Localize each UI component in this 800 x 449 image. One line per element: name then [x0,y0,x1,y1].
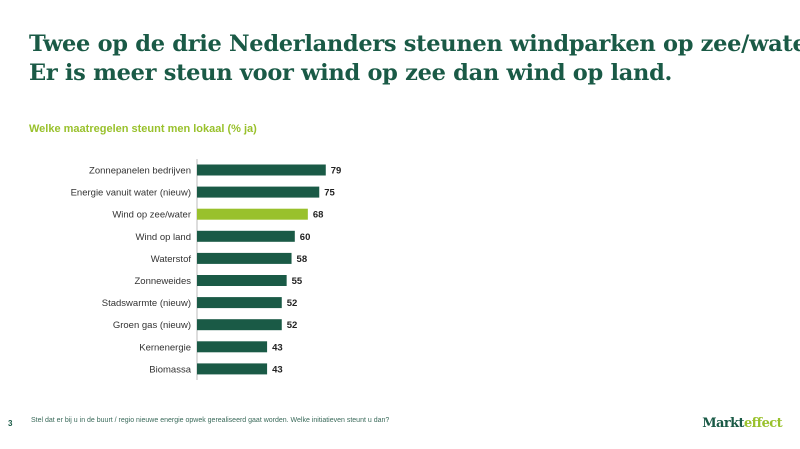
category-label: Wind op land [136,232,191,243]
bar [197,275,287,286]
category-label: Groen gas (nieuw) [113,320,191,331]
bar [197,319,282,331]
title-line-1: Twee op de drie Nederlanders steunen win… [29,31,800,57]
chart-subtitle: Welke maatregelen steunt men lokaal (% j… [29,123,257,135]
category-label: Energie vanuit water (nieuw) [71,188,191,199]
bar [197,208,308,220]
page-number: 3 [8,419,13,428]
bar [197,230,295,242]
logo-part-effect: effect [743,416,783,431]
markteffect-logo: Markteffect [702,416,782,431]
bar [197,164,326,176]
bar [197,341,268,353]
value-label: 60 [300,232,311,243]
bar-chart: Zonnepanelen bedrijven 79 Energie vanuit w… [71,158,342,380]
title-line-2: Er is meer steun voor wind op zee dan wi… [29,60,673,86]
category-label: Wind op zee/water [112,210,191,221]
value-label: 79 [331,166,342,177]
bar [197,297,282,309]
question-footnote: Stel dat er bij u in de buurt / regio ni… [31,417,390,424]
category-label: Waterstof [151,254,192,265]
value-label: 52 [287,320,298,331]
page-title: Twee op de drie Nederlanders steunen win… [29,30,800,88]
bar [197,186,320,198]
value-label: 52 [287,298,298,309]
value-label: 75 [324,188,335,199]
category-label: Biomassa [149,364,191,375]
value-label: 68 [313,210,324,221]
value-label: 43 [272,364,283,375]
bar [197,252,292,264]
category-label: Stadswarmte (nieuw) [102,298,191,309]
bar [197,363,268,375]
value-label: 43 [272,342,283,353]
value-label: 58 [297,254,308,265]
category-label: Zonneweides [134,276,191,287]
logo-part-markt: Markt [702,416,744,431]
value-label: 55 [292,276,303,287]
category-label: Kernenergie [139,342,191,353]
category-label: Zonnepanelen bedrijven [89,166,191,177]
